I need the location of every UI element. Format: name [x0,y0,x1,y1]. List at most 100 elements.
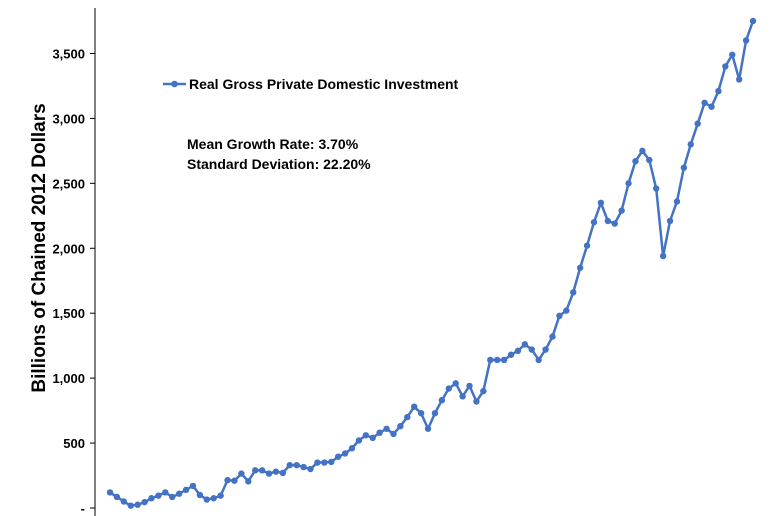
data-point [500,356,508,364]
data-point [701,99,708,107]
data-point [369,434,376,442]
data-point [735,76,743,83]
y-tick-label: 2,000 [52,241,85,256]
y-axis-label: Billions of Chained 2012 Dollars [29,103,50,392]
data-point [459,393,466,400]
data-point [300,463,307,471]
data-point [590,219,598,226]
data-point [376,429,383,436]
data-point [535,356,542,364]
data-point [348,445,356,452]
data-point [611,220,618,227]
data-point [203,496,210,503]
data-point [473,398,480,405]
data-point [189,482,197,490]
data-point [341,450,349,457]
data-point [715,87,722,95]
data-point [314,459,321,466]
data-point [155,492,162,499]
data-point [438,397,446,404]
data-point [431,410,439,417]
data-point [106,489,114,496]
data-point [563,307,570,314]
data-point [162,489,169,496]
y-tick-label: 1,000 [52,371,85,386]
data-point [245,478,252,485]
data-point [480,387,487,395]
y-tick-label: 3,000 [52,111,85,126]
data-point [528,346,535,353]
data-point [217,492,224,499]
data-point [383,425,390,432]
data-point [148,495,155,502]
data-point [742,37,750,44]
data-point [653,185,660,192]
data-point [549,333,556,340]
data-point [334,453,342,460]
data-point [542,346,549,353]
data-point [279,469,287,477]
data-point [397,422,404,430]
data-point [729,51,736,58]
data-point [265,470,273,477]
y-tick-label: 3,500 [52,46,85,61]
data-point [556,312,563,319]
data-point [258,467,266,474]
y-tick-label: - [81,501,85,516]
mean-growth-annotation: Mean Growth Rate: 3.70% [187,136,359,152]
data-point [113,493,121,501]
plot-area [106,17,757,509]
data-point [708,103,715,110]
data-point [127,502,134,509]
data-point [514,347,522,355]
data-point [196,491,204,499]
data-point [722,63,729,70]
data-point [210,495,217,502]
data-point [169,493,176,501]
data-point [355,437,363,444]
data-point [659,252,667,260]
data-point [639,147,646,155]
data-point [307,465,314,473]
data-point [680,164,688,171]
data-point [286,461,293,469]
data-point [604,217,612,225]
data-point [175,490,183,497]
data-point [597,199,605,207]
data-point [231,477,238,484]
data-point [272,468,280,475]
data-point [424,425,432,432]
data-point [570,289,577,296]
data-point [452,380,459,387]
data-point [445,385,452,392]
data-point [673,198,681,205]
data-point [411,403,418,410]
data-point [404,413,411,421]
data-point [182,486,190,494]
data-point [583,242,591,249]
data-point [666,217,674,225]
data-point [625,180,632,187]
data-point [618,207,625,214]
data-point [390,430,397,438]
legend-marker-swatch [171,80,178,88]
data-point [417,410,425,417]
y-tick-label: 1,500 [52,306,85,321]
data-point [328,458,335,466]
y-tick-label: 2,500 [52,176,85,191]
data-point [251,467,259,474]
data-point [521,341,529,348]
data-point [134,501,141,508]
data-point [487,356,494,364]
data-point [694,120,701,127]
data-point [293,461,300,469]
data-point [321,459,328,466]
series-line [109,20,755,507]
std-dev-annotation: Standard Deviation: 22.20% [187,156,371,172]
data-point [576,264,584,271]
data-point [141,498,148,506]
data-point [120,498,128,505]
data-point [507,351,515,358]
data-point [466,382,473,390]
